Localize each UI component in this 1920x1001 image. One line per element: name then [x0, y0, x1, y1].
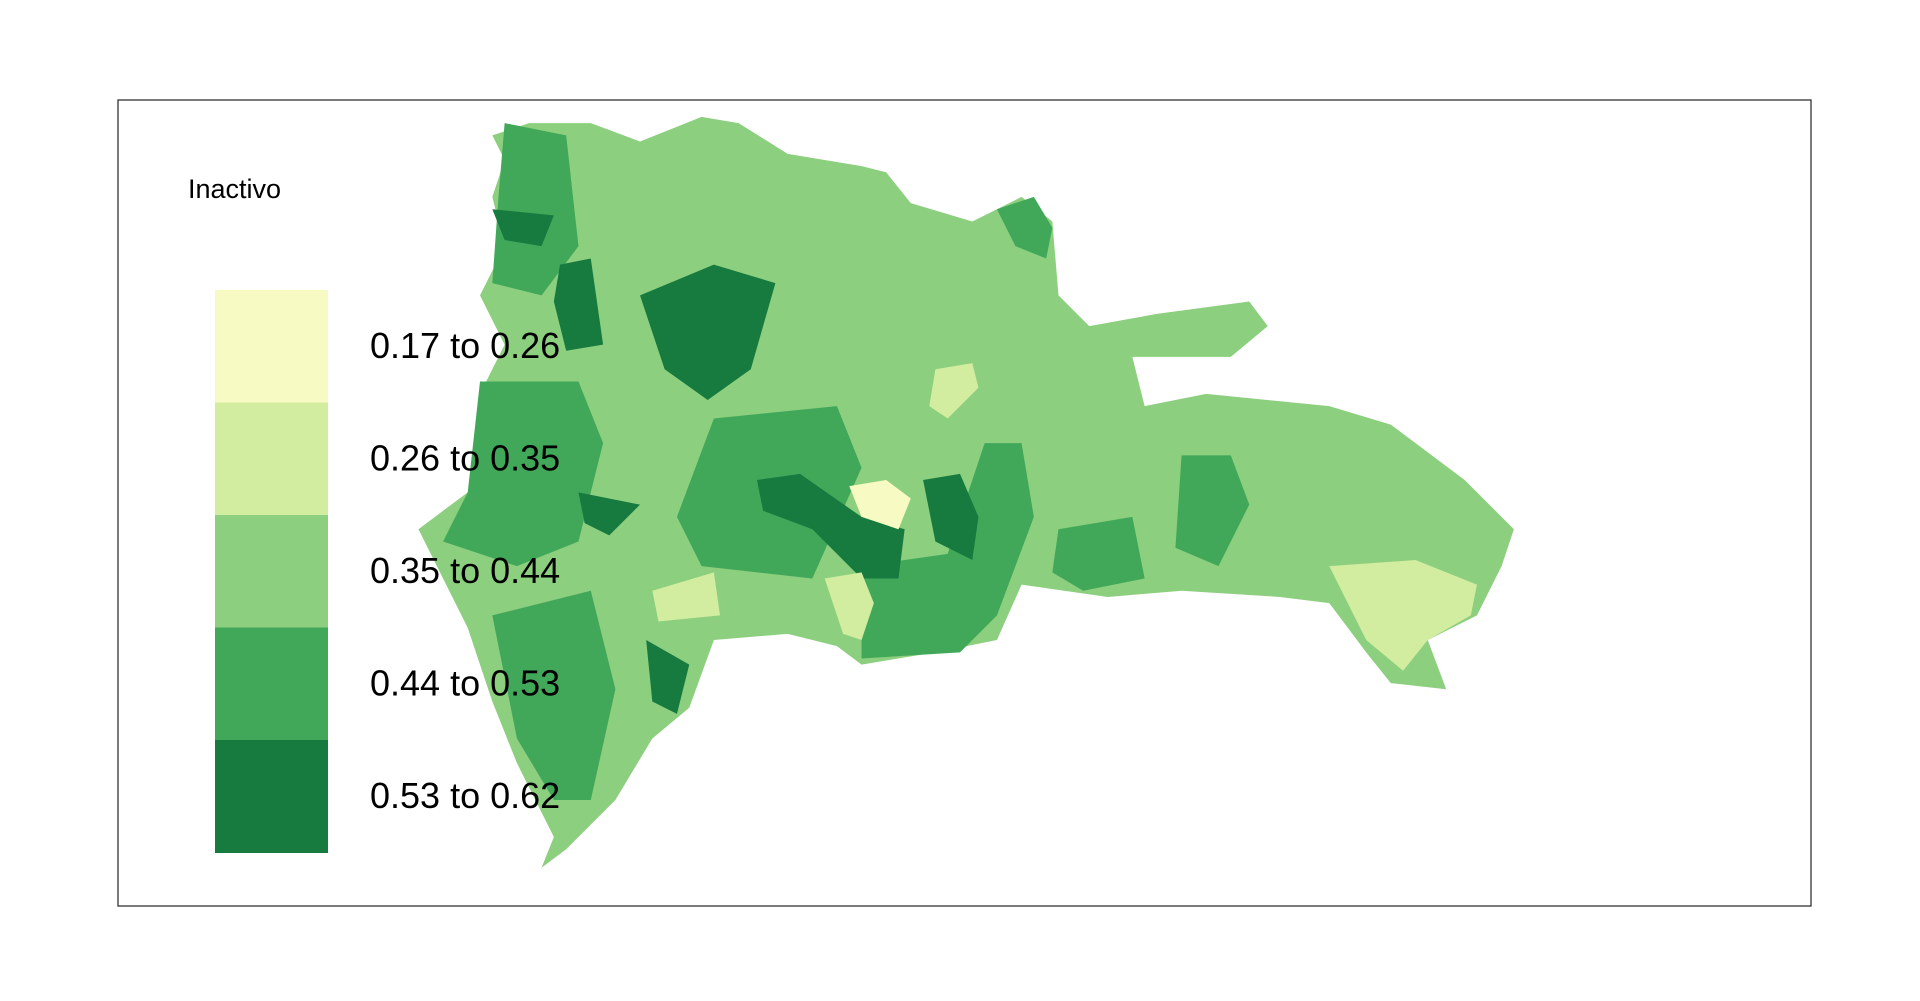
region — [553, 258, 604, 351]
panel-frame — [117, 99, 1812, 907]
legend-label: 0.44 to 0.53 — [370, 662, 560, 703]
region — [824, 572, 874, 641]
legend-label: 0.35 to 0.44 — [370, 550, 560, 591]
legend-swatch — [215, 515, 328, 628]
region — [578, 492, 641, 536]
region — [996, 196, 1053, 259]
legend-swatch — [215, 290, 328, 403]
region — [929, 363, 979, 419]
legend: 0.17 to 0.26 0.26 to 0.35 0.35 to 0.44 0.44… — [215, 290, 560, 853]
region — [1175, 455, 1250, 567]
region — [640, 264, 776, 401]
legend-title: Inactivo — [188, 174, 281, 204]
region — [1329, 560, 1477, 671]
region — [652, 572, 721, 622]
region — [756, 473, 905, 579]
region — [492, 123, 579, 296]
region — [443, 381, 604, 567]
region — [923, 473, 979, 561]
legend-swatch — [215, 740, 328, 853]
region — [492, 209, 554, 247]
region — [1052, 516, 1145, 591]
region — [492, 590, 616, 801]
map — [418, 116, 1514, 868]
legend-swatch — [215, 627, 328, 741]
legend-label: 0.17 to 0.26 — [370, 325, 560, 366]
region — [849, 480, 911, 530]
region — [861, 443, 1034, 659]
legend-swatch — [215, 402, 328, 516]
region — [646, 640, 690, 714]
legend-label: 0.53 to 0.62 — [370, 775, 560, 816]
legend-label: 0.26 to 0.35 — [370, 437, 560, 478]
